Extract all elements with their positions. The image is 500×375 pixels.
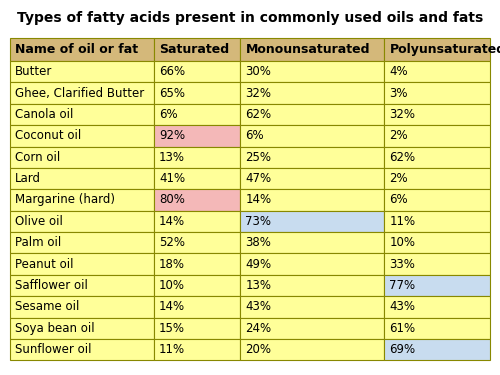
- Text: 2%: 2%: [390, 129, 408, 142]
- Text: Margarine (hard): Margarine (hard): [15, 194, 115, 207]
- Text: 62%: 62%: [246, 108, 272, 121]
- Text: 4%: 4%: [390, 65, 408, 78]
- Text: 62%: 62%: [390, 151, 415, 164]
- Text: 2%: 2%: [390, 172, 408, 185]
- Text: Monounsaturated: Monounsaturated: [246, 43, 370, 56]
- Text: 30%: 30%: [246, 65, 272, 78]
- Text: 77%: 77%: [390, 279, 415, 292]
- Text: Sunflower oil: Sunflower oil: [15, 343, 92, 356]
- Text: 13%: 13%: [246, 279, 272, 292]
- Text: 32%: 32%: [246, 87, 272, 100]
- Text: 6%: 6%: [159, 108, 178, 121]
- Text: Safflower oil: Safflower oil: [15, 279, 88, 292]
- Text: 20%: 20%: [246, 343, 272, 356]
- Text: Lard: Lard: [15, 172, 41, 185]
- Text: 69%: 69%: [390, 343, 415, 356]
- Text: 14%: 14%: [159, 215, 185, 228]
- Text: 10%: 10%: [390, 236, 415, 249]
- Text: 52%: 52%: [159, 236, 185, 249]
- Text: 73%: 73%: [246, 215, 272, 228]
- Text: 15%: 15%: [159, 322, 185, 335]
- Text: 33%: 33%: [390, 258, 415, 271]
- Text: 66%: 66%: [159, 65, 185, 78]
- Text: Palm oil: Palm oil: [15, 236, 61, 249]
- Text: 25%: 25%: [246, 151, 272, 164]
- Text: 11%: 11%: [159, 343, 185, 356]
- Text: Canola oil: Canola oil: [15, 108, 74, 121]
- Text: 24%: 24%: [246, 322, 272, 335]
- Text: 41%: 41%: [159, 172, 185, 185]
- Text: 11%: 11%: [390, 215, 415, 228]
- Text: 92%: 92%: [159, 129, 185, 142]
- Text: 3%: 3%: [390, 87, 408, 100]
- Text: Name of oil or fat: Name of oil or fat: [15, 43, 138, 56]
- Text: 49%: 49%: [246, 258, 272, 271]
- Text: 14%: 14%: [159, 300, 185, 313]
- Text: Polyunsaturated: Polyunsaturated: [390, 43, 500, 56]
- Text: 18%: 18%: [159, 258, 185, 271]
- Text: Peanut oil: Peanut oil: [15, 258, 74, 271]
- Text: 80%: 80%: [159, 194, 185, 207]
- Text: Olive oil: Olive oil: [15, 215, 63, 228]
- Text: Sesame oil: Sesame oil: [15, 300, 80, 313]
- Text: Saturated: Saturated: [159, 43, 229, 56]
- Text: 38%: 38%: [246, 236, 272, 249]
- Text: 65%: 65%: [159, 87, 185, 100]
- Text: Corn oil: Corn oil: [15, 151, 60, 164]
- Text: 13%: 13%: [159, 151, 185, 164]
- Text: 43%: 43%: [390, 300, 415, 313]
- Text: 47%: 47%: [246, 172, 272, 185]
- Text: Ghee, Clarified Butter: Ghee, Clarified Butter: [15, 87, 144, 100]
- Text: 6%: 6%: [246, 129, 264, 142]
- Text: Butter: Butter: [15, 65, 52, 78]
- Text: Soya bean oil: Soya bean oil: [15, 322, 94, 335]
- Text: 10%: 10%: [159, 279, 185, 292]
- Text: 43%: 43%: [246, 300, 272, 313]
- Text: Coconut oil: Coconut oil: [15, 129, 81, 142]
- Text: 14%: 14%: [246, 194, 272, 207]
- Text: 61%: 61%: [390, 322, 415, 335]
- Text: Types of fatty acids present in commonly used oils and fats: Types of fatty acids present in commonly…: [17, 11, 483, 25]
- Text: 32%: 32%: [390, 108, 415, 121]
- Text: 6%: 6%: [390, 194, 408, 207]
